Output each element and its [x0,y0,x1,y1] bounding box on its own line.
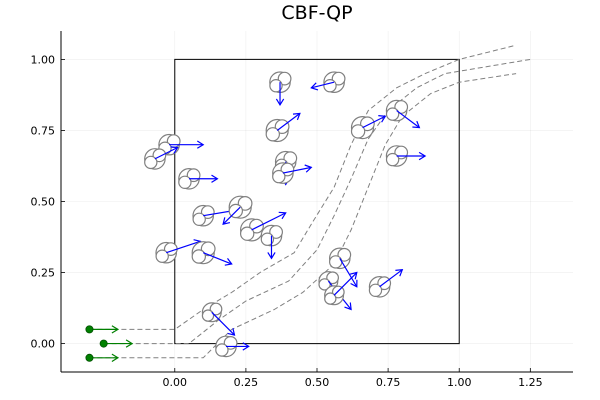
agent-2 [99,339,134,348]
x-tick-label: 0.25 [234,376,259,389]
agent-path-2 [103,58,531,345]
obstacle-velocity-arrow [396,151,427,161]
obstacle-velocity-arrow [251,211,287,231]
obstacle [158,133,205,156]
obstacle-velocity-arrow [276,112,301,131]
obstacle [324,271,358,306]
obstacle [310,71,346,93]
obstacle [215,335,250,358]
obstacle [191,241,233,266]
boundary-layer [174,58,460,345]
obstacle [155,239,202,264]
y-tick-label: 0.50 [31,196,56,209]
agent-3 [85,353,120,363]
y-ticks: 0.00 0.25 0.50 0.75 1.00 [31,53,65,351]
y-tick-label: 1.00 [31,53,56,66]
obstacle-velocity-arrow [169,140,205,149]
chart-title: CBF-QP [281,2,352,24]
workspace-boundary [174,58,460,345]
y-tick-label: 0.25 [31,267,56,280]
obstacle [201,302,236,336]
obstacle [385,145,427,167]
obstacle-velocity-arrow [396,110,421,129]
x-tick-label: 0.50 [305,376,330,389]
x-tick-label: 0.00 [163,376,188,389]
obstacle [192,204,239,227]
agent-marker [85,325,94,334]
obstacles-layer [144,71,427,358]
obstacle-velocity-arrow [310,81,335,91]
obstacle [272,162,313,184]
grid [61,31,573,372]
obstacle [260,224,284,260]
obstacle [385,99,421,129]
y-tick-label: 0.00 [31,338,56,351]
agent-path-1 [89,44,517,330]
agent-velocity-arrow [103,339,134,348]
x-tick-label: 1.00 [447,376,472,389]
agent-marker [99,339,108,348]
x-ticks: 0.00 0.25 0.50 0.75 1.00 1.25 [163,368,543,389]
obstacle [222,195,253,226]
obstacle-velocity-arrow [211,311,236,336]
obstacle [265,112,301,143]
x-tick-label: 1.25 [518,376,543,389]
obstacle-velocity-arrow [362,115,387,129]
obstacle-velocity-arrow [379,269,404,288]
obstacle [318,271,352,311]
obstacle-velocity-arrow [275,82,285,107]
obstacle-velocity-arrow [189,174,219,183]
agents-layer [85,325,134,363]
obstacle-velocity-arrow [225,342,250,351]
agent-marker [85,353,94,362]
agent-velocity-arrow [89,325,120,334]
obstacle-velocity-arrow [154,146,179,160]
obstacle-velocity-arrow [222,206,241,226]
obstacle-velocity-arrow [333,271,358,296]
obstacle-velocity-arrow [202,252,233,266]
x-tick-label: 0.75 [376,376,401,389]
obstacle [144,146,179,170]
obstacle [269,71,292,107]
paths-layer [89,44,531,359]
y-tick-label: 0.75 [31,124,56,137]
obstacle [328,247,358,288]
agent-1 [85,325,120,334]
agent-path-3 [89,73,517,359]
obstacle-velocity-arrow [339,258,358,288]
obstacle [178,168,219,190]
obstacle [368,269,404,298]
obstacle [350,115,387,140]
obstacle [239,211,287,242]
agent-velocity-arrow [89,353,120,363]
obstacle-velocity-arrow [282,164,313,174]
obstacle-velocity-arrow [267,235,276,260]
